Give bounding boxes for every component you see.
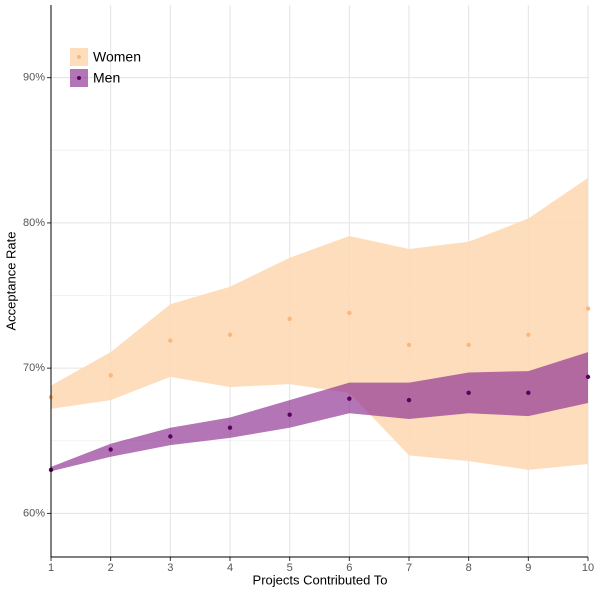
point xyxy=(347,396,352,401)
legend-label: Women xyxy=(93,49,141,65)
y-tick-label: 80% xyxy=(23,217,45,229)
point xyxy=(585,374,591,380)
point xyxy=(227,332,233,337)
point xyxy=(108,447,113,452)
point xyxy=(406,397,412,403)
confidence-band xyxy=(51,177,588,470)
legend-label: Men xyxy=(93,70,120,86)
point xyxy=(347,310,352,316)
point xyxy=(466,390,471,396)
x-tick-label: 10 xyxy=(582,562,594,574)
point xyxy=(108,373,113,378)
x-tick-label: 1 xyxy=(48,562,54,574)
x-tick-label: 3 xyxy=(167,562,173,574)
y-tick-label: 60% xyxy=(23,507,45,519)
x-tick-label: 2 xyxy=(108,562,114,574)
x-tick-label: 7 xyxy=(406,562,412,574)
point xyxy=(168,338,173,343)
legend-dot xyxy=(77,55,81,59)
point xyxy=(406,342,412,348)
confidence-band xyxy=(51,352,588,472)
point xyxy=(526,390,531,396)
y-axis-title: Acceptance Rate xyxy=(3,231,18,330)
legend-dot xyxy=(77,76,81,80)
y-tick-label: 90% xyxy=(23,72,45,84)
x-axis-title: Projects Contributed To xyxy=(253,572,388,587)
x-tick-label: 6 xyxy=(346,562,352,574)
point xyxy=(287,316,292,321)
y-tick-label: 70% xyxy=(23,362,45,374)
point xyxy=(168,434,173,439)
point xyxy=(466,342,471,348)
point xyxy=(585,306,591,311)
x-tick-label: 9 xyxy=(525,562,531,574)
x-tick-label: 8 xyxy=(466,562,472,574)
x-tick-label: 5 xyxy=(287,562,293,574)
point xyxy=(227,425,233,430)
point xyxy=(287,412,292,417)
point xyxy=(526,332,531,337)
x-tick-label: 4 xyxy=(227,562,233,574)
legend: Women Men xyxy=(70,48,141,87)
